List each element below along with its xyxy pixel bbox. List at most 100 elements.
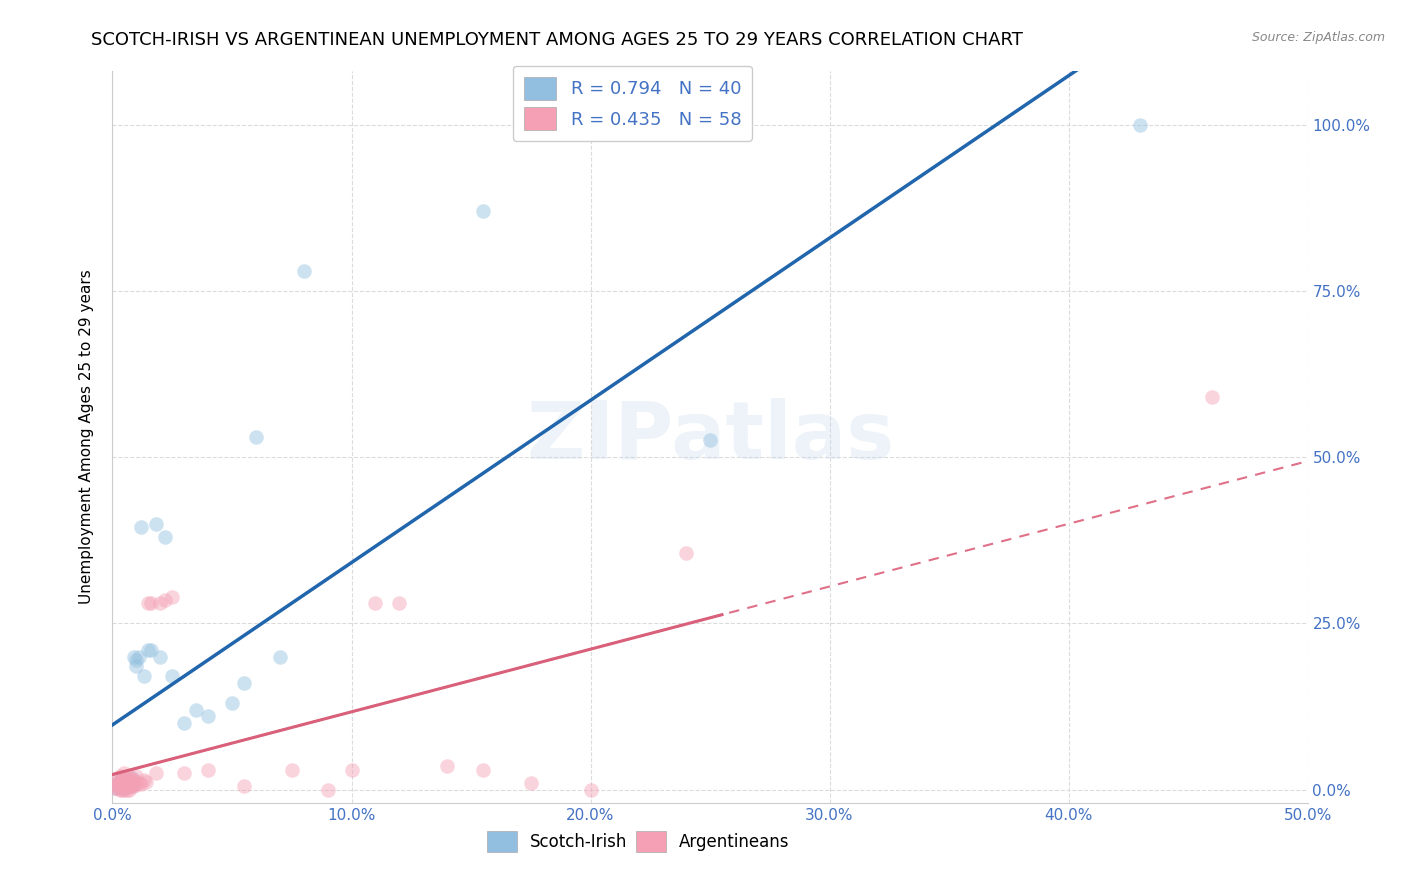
Point [115,779,138,793]
Point [111,776,134,790]
Point [139,643,162,657]
Point [579,782,602,797]
Point [114,782,135,797]
Point [118,779,141,793]
Point [122,772,145,787]
Point [114,780,135,795]
Point [128,649,150,664]
Point [118,779,141,793]
Point [186,703,208,717]
Point [108,779,131,793]
Point [173,716,195,731]
Point [118,774,141,789]
Point [221,696,243,710]
Point [138,596,160,610]
Point [364,596,387,610]
Point [149,596,172,610]
Point [128,776,150,790]
Point [520,776,543,790]
Point [108,772,131,787]
Point [139,596,162,610]
Point [233,676,256,690]
Point [108,777,131,791]
Point [162,669,183,683]
Point [135,774,157,789]
Point [108,780,131,795]
Point [269,649,291,664]
Text: ZIPatlas: ZIPatlas [526,398,894,476]
Point [111,779,134,793]
Point [115,776,138,790]
Point [121,771,143,785]
Point [149,649,172,664]
Point [114,776,135,790]
Point [104,777,127,791]
Point [105,777,128,791]
Point [153,530,176,544]
Point [699,434,721,448]
Point [281,763,304,777]
Point [292,264,315,278]
Point [472,204,495,219]
Point [138,643,160,657]
Point [105,772,128,787]
Point [122,649,145,664]
Point [108,769,131,783]
Point [108,774,131,789]
Point [145,516,167,531]
Point [111,772,134,787]
Point [129,777,152,791]
Point [233,779,256,793]
Text: Source: ZipAtlas.com: Source: ZipAtlas.com [1251,31,1385,45]
Point [340,763,363,777]
Point [121,779,143,793]
Point [108,776,131,790]
Point [118,769,141,783]
Point [197,709,219,723]
Point [153,593,176,607]
Point [111,777,134,791]
Point [114,777,135,791]
Point [115,772,138,787]
Point [162,590,183,604]
Point [115,771,138,785]
Point [108,782,131,797]
Point [245,430,267,444]
Point [104,780,127,795]
Legend: Scotch-Irish, Argentineans: Scotch-Irish, Argentineans [478,822,799,860]
Point [129,520,152,534]
Point [316,782,339,797]
Point [105,779,128,793]
Point [114,765,135,780]
Point [115,782,138,797]
Text: SCOTCH-IRISH VS ARGENTINEAN UNEMPLOYMENT AMONG AGES 25 TO 29 YEARS CORRELATION C: SCOTCH-IRISH VS ARGENTINEAN UNEMPLOYMENT… [91,31,1024,49]
Point [118,774,141,789]
Point [472,763,495,777]
Point [173,765,195,780]
Point [114,779,135,793]
Point [125,769,148,783]
Point [114,774,135,789]
Point [125,777,148,791]
Point [132,669,155,683]
Point [125,659,148,673]
Point [197,763,219,777]
Point [125,653,148,667]
Point [121,779,143,793]
Point [388,596,411,610]
Point [105,780,128,795]
Point [121,772,143,787]
Point [1129,118,1152,132]
Point [104,780,127,795]
Point [122,779,145,793]
Point [111,771,134,785]
Point [1201,390,1223,404]
Point [145,765,167,780]
Y-axis label: Unemployment Among Ages 25 to 29 years: Unemployment Among Ages 25 to 29 years [79,269,94,605]
Point [132,772,155,787]
Point [118,782,141,797]
Point [114,771,135,785]
Point [111,782,134,797]
Point [111,780,134,795]
Point [436,759,458,773]
